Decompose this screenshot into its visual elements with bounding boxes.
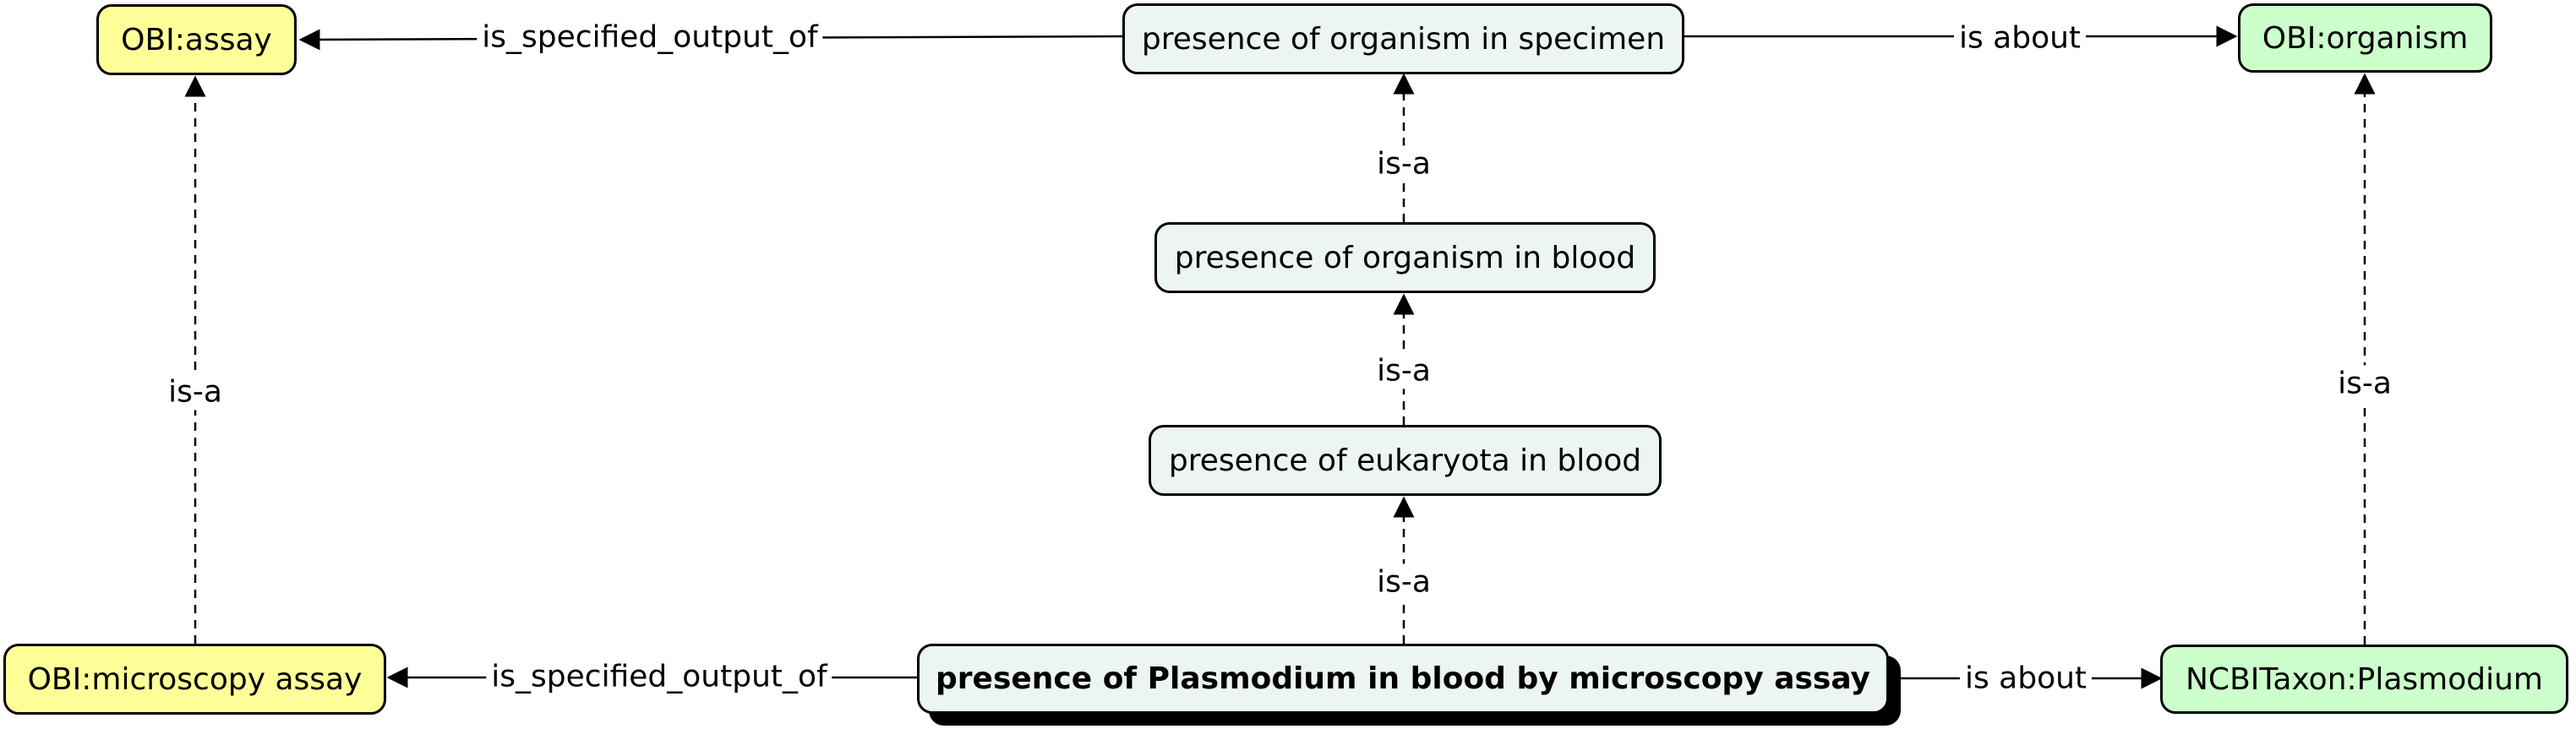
edge-label-isa-organism: is-a <box>2333 365 2397 402</box>
edge-label-isa-assay: is-a <box>163 373 227 411</box>
node-presence-of-organism-in-specimen[interactable]: presence of organism in specimen <box>1122 3 1684 74</box>
node-presence-of-organism-in-blood[interactable]: presence of organism in blood <box>1154 222 1656 293</box>
node-obi-assay[interactable]: OBI:assay <box>96 4 297 75</box>
edge-label-bottom-is-about: is about <box>1959 660 2093 697</box>
edge-label-isa-specimen: is-a <box>1372 145 1436 182</box>
edge-label-isa-blood: is-a <box>1372 352 1436 389</box>
edge-label-top-specified-output: is_specified_output_of <box>477 19 823 56</box>
edge-label-bottom-specified-output: is_specified_output_of <box>486 658 832 695</box>
node-obi-microscopy-assay[interactable]: OBI:microscopy assay <box>3 644 386 715</box>
edge-label-isa-eukaryota: is-a <box>1372 563 1436 601</box>
node-ncbitaxon-plasmodium[interactable]: NCBITaxon:Plasmodium <box>2160 645 2568 714</box>
node-obi-organism[interactable]: OBI:organism <box>2238 3 2492 73</box>
node-presence-of-eukaryota-in-blood[interactable]: presence of eukaryota in blood <box>1149 425 1662 496</box>
edge-label-top-is-about: is about <box>1953 19 2087 57</box>
node-presence-of-plasmodium[interactable]: presence of Plasmodium in blood by micro… <box>917 644 1889 714</box>
